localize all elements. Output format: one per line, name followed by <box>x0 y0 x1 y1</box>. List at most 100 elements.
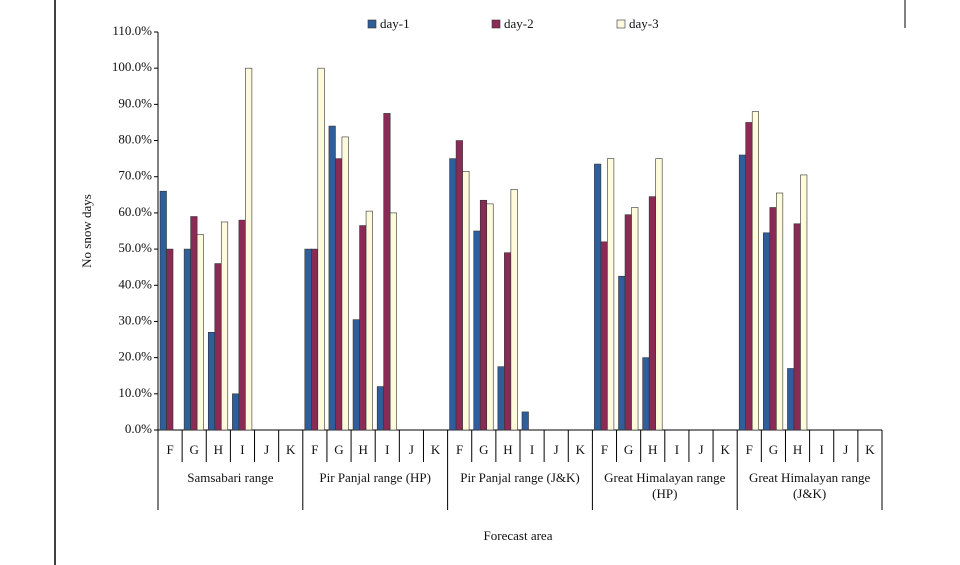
group-label: Samsabari range <box>187 470 274 485</box>
bar <box>214 263 222 431</box>
bar <box>455 140 463 431</box>
x-tick-label: J <box>264 442 269 457</box>
x-tick-label: G <box>624 442 633 457</box>
bar <box>521 411 529 431</box>
x-tick-label: G <box>769 442 778 457</box>
bar <box>196 234 204 431</box>
bar <box>335 158 343 431</box>
x-tick-label: I <box>385 442 389 457</box>
x-tick-label: F <box>311 442 318 457</box>
group-label: Pir Panjal range (J&K) <box>460 470 580 485</box>
bar <box>769 207 777 431</box>
bar <box>359 225 367 431</box>
bar <box>497 366 505 431</box>
bar <box>618 275 626 431</box>
bar <box>504 252 512 431</box>
bar <box>510 189 518 431</box>
bar <box>787 368 795 431</box>
x-tick-label: K <box>431 442 441 457</box>
y-tick-label: 70.0% <box>118 168 152 183</box>
x-tick-label: K <box>720 442 730 457</box>
bar <box>190 216 198 431</box>
x-tick-label: G <box>190 442 199 457</box>
bar <box>763 232 771 431</box>
x-tick-label: F <box>456 442 463 457</box>
bar <box>328 125 336 431</box>
x-tick-label: F <box>166 442 173 457</box>
y-tick-label: 110.0% <box>112 23 152 38</box>
y-tick-label: 90.0% <box>118 95 152 110</box>
bar <box>648 196 656 431</box>
group-label: Great Himalayan range (HP) <box>604 470 726 501</box>
y-tick-label: 10.0% <box>118 385 152 400</box>
x-tick-label: G <box>334 442 343 457</box>
x-tick-label: J <box>554 442 559 457</box>
group-label: Pir Panjal range (HP) <box>319 470 431 485</box>
bar <box>800 174 808 431</box>
y-tick-label: 40.0% <box>118 276 152 291</box>
y-tick-label: 80.0% <box>118 132 152 147</box>
x-tick-label: J <box>409 442 414 457</box>
bar <box>220 221 229 431</box>
legend-swatch <box>616 19 626 29</box>
x-tick-label: K <box>576 442 586 457</box>
bar <box>594 163 602 431</box>
bar <box>352 319 360 431</box>
y-axis-label: No snow days <box>79 194 94 268</box>
bar <box>607 158 615 431</box>
x-tick-label: I <box>240 442 244 457</box>
bar <box>389 212 398 431</box>
group-label: Great Himalayan range (J&K) <box>748 470 871 501</box>
y-tick-label: 30.0% <box>118 312 152 327</box>
group-label-box: Pir Panjal range (HP) <box>319 470 431 485</box>
bar <box>159 190 167 431</box>
x-tick-label: H <box>648 442 657 457</box>
x-tick-label: F <box>601 442 608 457</box>
bar <box>376 386 385 431</box>
bar <box>793 223 801 431</box>
bar <box>232 393 240 431</box>
bar <box>238 219 246 431</box>
legend-label: day-3 <box>629 16 659 31</box>
bar <box>624 214 632 431</box>
bar <box>245 67 253 431</box>
x-tick-label: K <box>286 442 296 457</box>
bar <box>776 192 784 431</box>
x-axis-label: Forecast area <box>484 528 553 543</box>
bar <box>473 230 481 431</box>
bar <box>745 122 753 431</box>
group-label-box: Pir Panjal range (J&K) <box>460 470 580 485</box>
x-tick-label: H <box>358 442 367 457</box>
bar <box>479 199 488 431</box>
bar <box>751 111 760 431</box>
bar <box>207 332 216 431</box>
bar <box>655 158 663 431</box>
y-tick-label: 50.0% <box>118 240 152 255</box>
bar <box>462 171 470 431</box>
x-tick-label: F <box>746 442 753 457</box>
legend-swatch <box>367 19 377 29</box>
y-tick-label: 20.0% <box>118 349 152 364</box>
group-label-box: Great Himalayan range (J&K) <box>748 470 871 501</box>
x-tick-label: J <box>698 442 703 457</box>
bar <box>486 203 494 431</box>
bar <box>183 248 191 431</box>
group-label-box: Samsabari range <box>187 470 274 485</box>
x-tick-label: H <box>214 442 223 457</box>
bar <box>383 113 391 431</box>
bar <box>310 248 319 431</box>
x-tick-label: J <box>843 442 848 457</box>
bar <box>365 210 373 431</box>
bar <box>166 248 174 431</box>
bar <box>317 67 325 431</box>
bar <box>304 248 312 431</box>
y-tick-label: 60.0% <box>118 204 152 219</box>
x-tick-label: I <box>819 442 823 457</box>
group-label-box: Great Himalayan range (HP) <box>604 470 726 501</box>
y-tick-label: 100.0% <box>112 59 152 74</box>
bar <box>642 357 650 431</box>
x-tick-label: I <box>675 442 679 457</box>
bar <box>631 207 639 431</box>
bar <box>738 154 747 431</box>
